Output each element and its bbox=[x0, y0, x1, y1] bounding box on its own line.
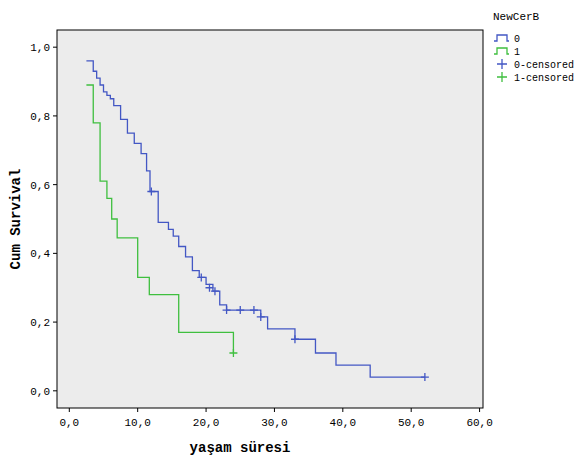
y-tick-label: 0,2 bbox=[30, 317, 50, 329]
legend-title: NewCerB bbox=[493, 11, 540, 23]
y-tick-label: 1,0 bbox=[30, 42, 50, 54]
y-tick bbox=[53, 184, 57, 185]
x-tick bbox=[206, 408, 207, 412]
censor-mark bbox=[236, 306, 244, 314]
survival-line bbox=[86, 61, 424, 377]
legend-label: 1-censored bbox=[514, 73, 574, 84]
x-tick bbox=[137, 408, 138, 412]
plot-area bbox=[57, 30, 483, 408]
x-tick-label: 60,0 bbox=[466, 417, 492, 429]
x-tick-label: 10,0 bbox=[124, 417, 150, 429]
censor-mark bbox=[250, 306, 258, 314]
censor-mark bbox=[421, 373, 429, 381]
y-tick bbox=[53, 253, 57, 254]
legend-symbol bbox=[497, 72, 507, 82]
y-tick bbox=[53, 322, 57, 323]
legend-symbol bbox=[494, 48, 509, 54]
legend-label: 1 bbox=[514, 47, 520, 58]
censor-mark bbox=[229, 349, 237, 357]
legend-label: 0 bbox=[514, 34, 520, 45]
survival-line bbox=[86, 85, 233, 353]
y-tick bbox=[53, 115, 57, 116]
y-tick-label: 0,0 bbox=[30, 386, 50, 398]
y-tick-label: 0,4 bbox=[30, 248, 50, 260]
x-axis-label: yaşam süresi bbox=[190, 440, 291, 456]
data-group bbox=[86, 61, 428, 381]
y-tick-label: 0,6 bbox=[30, 180, 50, 192]
legend-label: 0-censored bbox=[514, 60, 574, 71]
x-tick-label: 20,0 bbox=[193, 417, 219, 429]
censor-mark bbox=[291, 335, 299, 343]
censor-mark bbox=[223, 306, 231, 314]
y-tick-label: 0,8 bbox=[30, 111, 50, 123]
x-tick-label: 40,0 bbox=[330, 417, 356, 429]
x-tick bbox=[342, 408, 343, 412]
legend-symbol bbox=[497, 59, 507, 69]
x-tick bbox=[411, 408, 412, 412]
x-tick bbox=[274, 408, 275, 412]
censor-mark bbox=[211, 287, 219, 295]
censor-mark bbox=[147, 188, 155, 196]
x-tick-label: 0,0 bbox=[59, 417, 79, 429]
legend-symbol bbox=[494, 35, 509, 41]
y-axis-label: Cum Survival bbox=[8, 169, 24, 270]
x-tick-label: 30,0 bbox=[261, 417, 287, 429]
x-tick bbox=[69, 408, 70, 412]
censor-mark bbox=[257, 313, 265, 321]
y-tick bbox=[53, 390, 57, 391]
censor-mark bbox=[197, 273, 205, 281]
x-tick bbox=[479, 408, 480, 412]
x-tick-label: 50,0 bbox=[398, 417, 424, 429]
y-tick bbox=[53, 47, 57, 48]
chart: 0,0 10,0 20,0 30,0 40,0 50,0 60,0 0,0 0,2 0,4 0,6 0… bbox=[0, 0, 583, 468]
